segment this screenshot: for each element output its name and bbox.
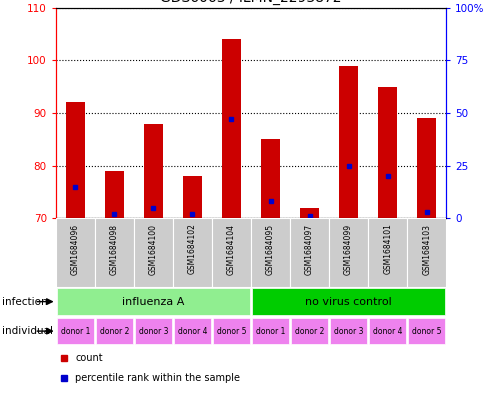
Text: donor 4: donor 4: [177, 327, 207, 336]
Bar: [105, 171, 124, 218]
Text: GSM1684102: GSM1684102: [187, 224, 197, 274]
Bar: [143, 123, 163, 218]
Bar: [182, 176, 202, 218]
Text: donor 2: donor 2: [294, 327, 324, 336]
Text: donor 3: donor 3: [138, 327, 168, 336]
Bar: [367, 218, 407, 287]
Bar: [338, 66, 358, 218]
Text: donor 4: donor 4: [372, 327, 402, 336]
Text: donor 5: donor 5: [411, 327, 440, 336]
Text: donor 1: donor 1: [255, 327, 285, 336]
Bar: [135, 318, 172, 344]
Bar: [328, 218, 367, 287]
Text: donor 1: donor 1: [60, 327, 90, 336]
Text: GSM1684103: GSM1684103: [421, 224, 430, 275]
Bar: [290, 318, 328, 344]
Text: influenza A: influenza A: [122, 297, 184, 307]
Bar: [57, 288, 250, 315]
Bar: [56, 218, 95, 287]
Text: donor 5: donor 5: [216, 327, 246, 336]
Bar: [251, 288, 444, 315]
Bar: [289, 218, 329, 287]
Title: GDS6063 / ILMN_2293872: GDS6063 / ILMN_2293872: [160, 0, 341, 6]
Bar: [95, 218, 134, 287]
Bar: [95, 318, 133, 344]
Text: donor 3: donor 3: [333, 327, 363, 336]
Bar: [57, 318, 94, 344]
Bar: [134, 218, 173, 287]
Text: percentile rank within the sample: percentile rank within the sample: [75, 373, 240, 383]
Bar: [65, 103, 85, 218]
Bar: [173, 318, 211, 344]
Bar: [377, 87, 396, 218]
Bar: [329, 318, 366, 344]
Text: infection: infection: [2, 297, 48, 307]
Text: GSM1684095: GSM1684095: [265, 224, 274, 275]
Text: GSM1684096: GSM1684096: [71, 224, 80, 275]
Bar: [368, 318, 406, 344]
Bar: [173, 218, 212, 287]
Text: GSM1684101: GSM1684101: [382, 224, 392, 274]
Bar: [251, 218, 289, 287]
Bar: [260, 139, 280, 218]
Text: GSM1684100: GSM1684100: [149, 224, 158, 275]
Text: GSM1684099: GSM1684099: [343, 224, 352, 275]
Bar: [407, 318, 444, 344]
Text: individual: individual: [2, 326, 53, 336]
Bar: [212, 318, 250, 344]
Bar: [416, 118, 436, 218]
Text: no virus control: no virus control: [304, 297, 391, 307]
Text: donor 2: donor 2: [99, 327, 129, 336]
Text: count: count: [75, 353, 103, 363]
Bar: [407, 218, 445, 287]
Bar: [251, 318, 288, 344]
Bar: [299, 208, 318, 218]
Text: GSM1684104: GSM1684104: [227, 224, 236, 275]
Bar: [221, 39, 241, 218]
Text: GSM1684098: GSM1684098: [109, 224, 119, 275]
Text: GSM1684097: GSM1684097: [304, 224, 314, 275]
Bar: [212, 218, 251, 287]
